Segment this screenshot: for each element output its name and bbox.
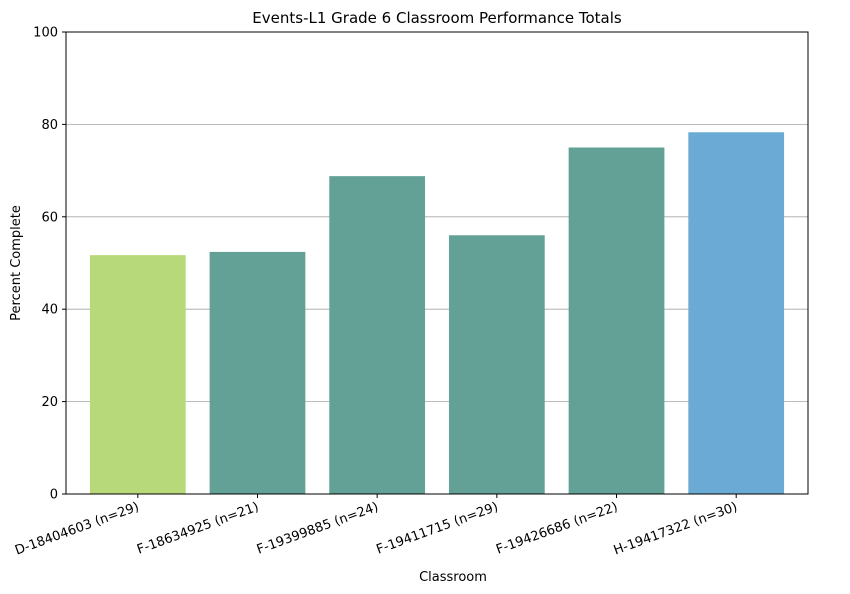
y-axis-ticks: 0 20 40 60 80 100	[33, 26, 66, 503]
y-tick-label: 40	[41, 303, 58, 318]
x-tick-label: F-19399885 (n=24)	[255, 500, 381, 558]
x-tick-label: D-18404603 (n=29)	[13, 500, 141, 559]
bar	[89, 255, 186, 494]
bar	[329, 176, 426, 495]
x-tick-label: F-18634925 (n=21)	[135, 500, 261, 558]
gridlines	[66, 124, 808, 403]
bars	[89, 132, 785, 495]
x-tick-label: H-19417322 (n=30)	[612, 500, 740, 559]
y-axis-label: Percent Complete	[9, 205, 24, 321]
x-tick-label: F-19411715 (n=29)	[375, 500, 501, 558]
chart-title: Events-L1 Grade 6 Classroom Performance …	[252, 9, 622, 27]
x-axis-label: Classroom	[419, 570, 487, 585]
bar	[568, 147, 665, 494]
bar	[209, 251, 306, 494]
x-tick-label: F-19426686 (n=22)	[494, 500, 620, 558]
y-tick-label: 20	[41, 395, 58, 410]
x-axis-ticks: D-18404603 (n=29)F-18634925 (n=21)F-1939…	[13, 494, 740, 559]
y-tick-label: 60	[41, 210, 58, 225]
y-tick-label: 100	[33, 26, 58, 41]
bar	[688, 132, 785, 494]
y-tick-label: 80	[41, 118, 58, 133]
y-tick-label: 0	[50, 488, 58, 503]
plot-frame	[65, 31, 809, 495]
bar	[448, 235, 545, 494]
